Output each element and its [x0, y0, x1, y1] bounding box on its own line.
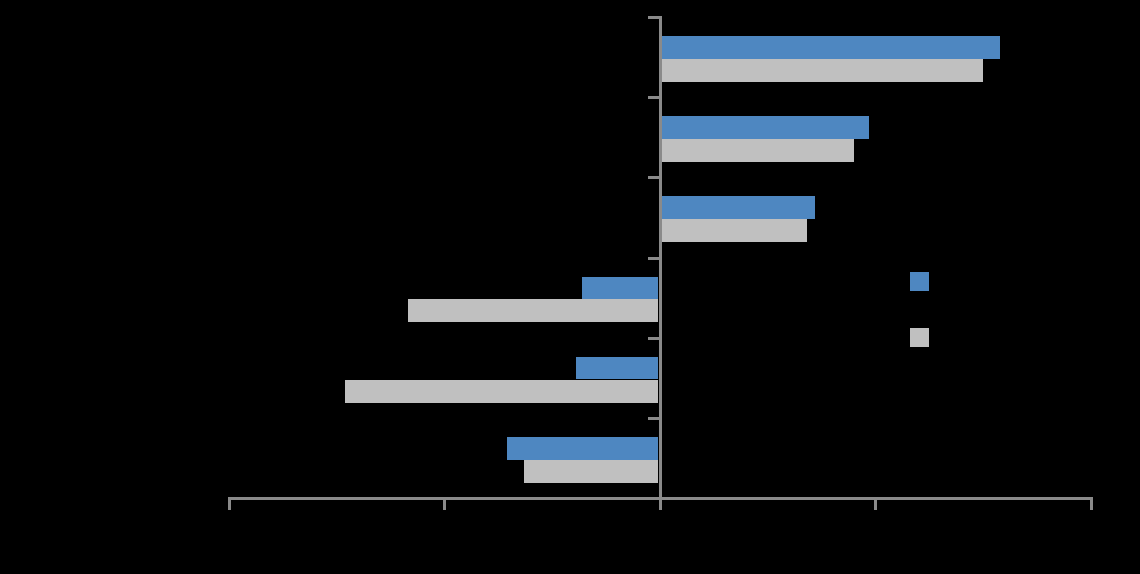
- x-axis-tick: [658, 497, 662, 510]
- y-axis-tick: [648, 256, 660, 260]
- x-axis-tick: [443, 497, 446, 510]
- bar-gray-series-group4: [407, 299, 659, 323]
- bar-gray-series-group1: [661, 58, 984, 82]
- y-axis-tick: [648, 497, 660, 501]
- y-axis-line: [658, 16, 662, 510]
- legend-swatch-gray: [910, 328, 929, 347]
- y-axis-tick: [648, 176, 660, 180]
- x-axis-tick: [1089, 497, 1093, 510]
- bar-blue-series-group1: [661, 35, 1001, 59]
- y-axis-tick: [648, 16, 660, 19]
- legend-swatch-blue: [910, 272, 929, 291]
- y-axis-tick: [648, 417, 660, 420]
- bar-gray-series-group2: [661, 138, 854, 163]
- bar-blue-series-group4: [582, 276, 659, 300]
- bar-blue-series-group6: [506, 436, 659, 460]
- bar-gray-series-group5: [345, 379, 659, 403]
- bar-blue-series-group3: [661, 196, 816, 220]
- x-axis-tick: [227, 497, 231, 510]
- bar-blue-series-group2: [661, 116, 870, 139]
- bar-gray-series-group3: [661, 219, 807, 243]
- y-axis-tick: [648, 336, 660, 340]
- bar-gray-series-group6: [524, 459, 659, 483]
- x-axis-tick: [874, 497, 877, 510]
- y-axis-tick: [648, 96, 660, 100]
- bar-blue-series-group5: [575, 356, 659, 380]
